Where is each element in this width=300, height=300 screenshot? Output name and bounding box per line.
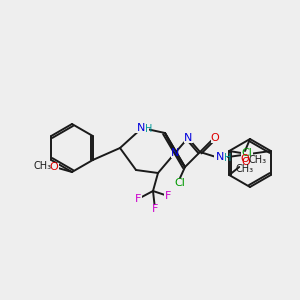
Text: Cl: Cl	[175, 178, 185, 188]
Text: O: O	[50, 162, 58, 172]
Text: O: O	[242, 157, 250, 167]
FancyBboxPatch shape	[135, 124, 149, 133]
Text: N: N	[184, 133, 192, 143]
Text: CH₃: CH₃	[236, 164, 254, 174]
Text: H: H	[145, 124, 153, 134]
FancyBboxPatch shape	[211, 134, 220, 142]
Text: F: F	[152, 204, 158, 214]
FancyBboxPatch shape	[241, 154, 250, 164]
FancyBboxPatch shape	[164, 192, 172, 200]
Text: CH₃: CH₃	[34, 161, 52, 171]
FancyBboxPatch shape	[174, 178, 186, 188]
Text: H: H	[224, 153, 232, 163]
Text: N: N	[171, 148, 179, 158]
Text: F: F	[165, 191, 171, 201]
Text: O: O	[211, 133, 219, 143]
FancyBboxPatch shape	[50, 163, 58, 172]
Text: N: N	[216, 152, 224, 162]
FancyBboxPatch shape	[170, 148, 179, 158]
FancyBboxPatch shape	[151, 205, 159, 213]
FancyBboxPatch shape	[184, 134, 193, 142]
Text: CH₃: CH₃	[248, 155, 266, 165]
FancyBboxPatch shape	[242, 158, 251, 166]
Text: Cl: Cl	[242, 148, 253, 158]
FancyBboxPatch shape	[241, 148, 253, 158]
Text: F: F	[135, 194, 141, 204]
FancyBboxPatch shape	[134, 195, 142, 203]
Text: N: N	[137, 123, 145, 133]
FancyBboxPatch shape	[214, 152, 230, 161]
Text: O: O	[241, 154, 249, 164]
